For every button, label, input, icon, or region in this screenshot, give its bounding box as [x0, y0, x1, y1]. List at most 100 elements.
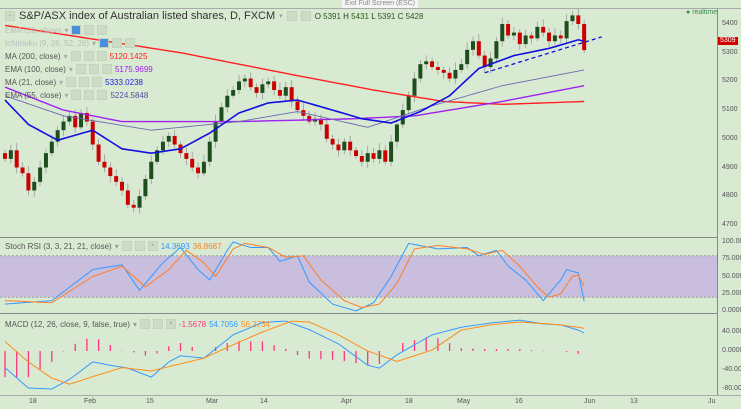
settings-icon[interactable]	[134, 241, 145, 251]
eye-icon[interactable]	[66, 77, 77, 87]
candle-body	[511, 32, 516, 36]
close-icon[interactable]	[96, 51, 107, 61]
time-tick-label: 18	[405, 398, 413, 405]
candle-body	[172, 135, 177, 145]
collapse-icon[interactable]: −	[5, 11, 15, 21]
candle-body	[73, 115, 78, 128]
chart-title: S&P/ASX index of Australian listed share…	[19, 10, 276, 22]
eye-icon[interactable]	[71, 25, 82, 35]
close-icon[interactable]	[97, 90, 108, 100]
candle-body	[471, 41, 475, 50]
macd-line	[4, 320, 585, 385]
candle-body	[365, 153, 370, 162]
top-border	[0, 8, 741, 9]
candle-body	[441, 69, 446, 73]
time-axis-line	[0, 395, 741, 396]
settings-icon[interactable]	[84, 90, 95, 100]
pane-divider	[0, 237, 717, 238]
settings-icon[interactable]	[286, 11, 297, 21]
candle-body	[435, 67, 440, 70]
candle-body	[383, 150, 388, 162]
eye-icon[interactable]	[99, 38, 110, 48]
settings-icon[interactable]	[300, 11, 311, 21]
stoch-tick-label: 100.0000	[722, 238, 741, 245]
candle-body	[424, 61, 429, 65]
time-tick-label: Mar	[206, 398, 219, 405]
indicator-value: 5175.9699	[114, 64, 153, 74]
settings-icon[interactable]	[79, 77, 90, 87]
stoch-rsi-legend: Stoch RSI (3, 3, 21, 21, close) ▾ × 14.36…	[5, 241, 222, 251]
stoch-k-value: 14.3693	[160, 241, 190, 251]
price-tick-label: 4700	[722, 220, 738, 228]
candle-body	[120, 181, 124, 191]
candle-body	[102, 161, 107, 168]
dropdown-icon[interactable]: ▾	[59, 77, 64, 87]
macd-label: MACD (12, 26, close, 9, false, true)	[5, 319, 130, 329]
close-icon[interactable]	[101, 64, 112, 74]
dropdown-icon[interactable]: ▾	[279, 13, 283, 20]
candle-body	[476, 41, 481, 56]
candle-body	[277, 90, 282, 96]
candle-body	[3, 153, 7, 159]
candle-body	[377, 150, 382, 159]
time-tick-label: 16	[515, 398, 523, 405]
eye-icon[interactable]	[71, 90, 82, 100]
eye-icon[interactable]	[75, 64, 86, 74]
candle-body	[49, 141, 54, 154]
close-icon[interactable]: ×	[147, 241, 158, 251]
price-axis-line	[717, 8, 718, 395]
candle-body	[430, 61, 435, 68]
candle-body	[8, 150, 13, 159]
settings-icon[interactable]	[152, 319, 163, 329]
candle-body	[266, 81, 271, 85]
candle-body	[535, 26, 540, 39]
candle-body	[564, 21, 569, 39]
candle-body	[406, 95, 411, 111]
macd-hist-value: -1.5678	[178, 319, 207, 329]
candle-body	[272, 81, 277, 91]
candle-body	[160, 141, 165, 151]
close-icon[interactable]	[125, 38, 136, 48]
pane-divider	[0, 313, 717, 314]
candle-body	[242, 78, 247, 82]
dropdown-icon[interactable]: ▾	[64, 90, 69, 100]
time-tick-label: Ju	[708, 398, 716, 405]
indicator-label: EMA (10, close)	[5, 25, 62, 35]
exit-fullscreen-button[interactable]: Exit Full Screen (ESC)	[342, 0, 419, 8]
candle-body	[295, 101, 300, 111]
close-icon[interactable]: ×	[165, 319, 176, 329]
eye-icon[interactable]	[139, 319, 150, 329]
candle-body	[500, 24, 505, 42]
candle-body	[20, 167, 25, 174]
close-icon[interactable]	[97, 25, 108, 35]
candle-body	[547, 32, 552, 42]
dropdown-icon[interactable]: ▾	[64, 25, 69, 35]
stoch-line	[4, 242, 585, 309]
eye-icon[interactable]	[121, 241, 132, 251]
ohlc-readout: O 5391 H 5431 L 5391 C 5428	[314, 11, 424, 21]
dropdown-icon[interactable]: ▾	[92, 38, 97, 48]
candle-body	[196, 167, 201, 174]
time-tick-label: May	[457, 398, 471, 405]
dropdown-icon[interactable]: ▾	[63, 51, 68, 61]
settings-icon[interactable]	[83, 51, 94, 61]
settings-icon[interactable]	[88, 64, 99, 74]
indicator-legend: MA (200, close) ▾ 5120.1425	[5, 51, 147, 61]
settings-icon[interactable]	[84, 25, 95, 35]
close-icon[interactable]	[92, 77, 103, 87]
candle-body	[324, 124, 329, 139]
candle-body	[219, 107, 224, 122]
eye-icon[interactable]	[70, 51, 81, 61]
macd-line	[4, 319, 585, 390]
indicator-value: 5224.5848	[110, 90, 149, 100]
candle-body	[517, 32, 522, 45]
macd-tick-label: -80.0000	[722, 385, 741, 392]
candle-body	[143, 178, 148, 197]
indicator-value: 5333.0238	[105, 77, 143, 87]
dropdown-icon[interactable]: ▾	[68, 64, 73, 74]
last-price-label: 5309	[718, 37, 738, 45]
indicator-label: EMA (55, close)	[5, 90, 62, 100]
settings-icon[interactable]	[112, 38, 123, 48]
time-tick-label: 15	[146, 398, 154, 405]
